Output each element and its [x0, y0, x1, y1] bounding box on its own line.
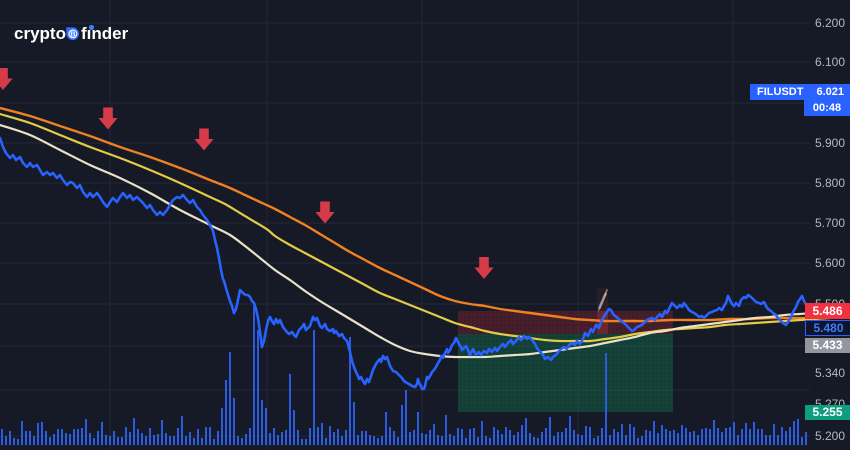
svg-text:B: B [70, 32, 75, 39]
